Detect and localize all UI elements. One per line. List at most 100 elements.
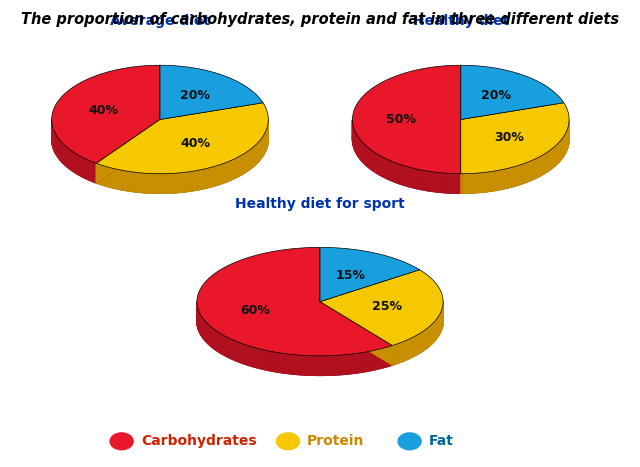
Polygon shape [511, 167, 513, 187]
Polygon shape [123, 170, 125, 191]
Polygon shape [397, 163, 399, 184]
Polygon shape [408, 167, 410, 187]
Polygon shape [220, 333, 221, 354]
Polygon shape [424, 330, 426, 350]
Polygon shape [459, 174, 461, 193]
Polygon shape [307, 355, 309, 375]
Polygon shape [378, 155, 379, 175]
Polygon shape [546, 152, 547, 172]
Polygon shape [431, 324, 433, 344]
Polygon shape [272, 352, 274, 371]
Polygon shape [421, 332, 422, 352]
Polygon shape [396, 163, 397, 183]
Polygon shape [371, 150, 372, 170]
Polygon shape [197, 248, 392, 356]
Text: 40%: 40% [88, 104, 118, 117]
Polygon shape [212, 166, 214, 186]
Polygon shape [63, 144, 65, 164]
Polygon shape [225, 162, 227, 182]
Polygon shape [324, 356, 326, 375]
Polygon shape [410, 338, 412, 358]
Polygon shape [529, 161, 531, 181]
Polygon shape [354, 354, 356, 373]
Polygon shape [106, 166, 108, 186]
Polygon shape [218, 165, 219, 185]
Polygon shape [284, 354, 286, 373]
Polygon shape [445, 173, 447, 193]
Polygon shape [559, 142, 560, 162]
Polygon shape [540, 156, 541, 176]
Polygon shape [65, 146, 66, 166]
Polygon shape [69, 149, 70, 170]
Polygon shape [278, 353, 280, 373]
Polygon shape [217, 331, 218, 352]
Polygon shape [239, 156, 241, 176]
Polygon shape [366, 352, 368, 371]
Polygon shape [481, 172, 483, 192]
Polygon shape [526, 162, 527, 182]
Polygon shape [429, 171, 431, 191]
Polygon shape [461, 65, 564, 120]
Polygon shape [390, 346, 392, 366]
Polygon shape [232, 159, 234, 179]
Polygon shape [259, 348, 260, 368]
Polygon shape [470, 173, 472, 193]
Polygon shape [368, 148, 369, 168]
Polygon shape [320, 356, 322, 375]
Polygon shape [127, 171, 129, 191]
Polygon shape [312, 356, 314, 375]
Polygon shape [211, 327, 212, 347]
Polygon shape [404, 340, 406, 361]
Polygon shape [282, 353, 284, 373]
Polygon shape [352, 354, 354, 374]
Polygon shape [322, 356, 324, 375]
Polygon shape [437, 318, 438, 338]
Polygon shape [562, 138, 563, 158]
Text: 20%: 20% [481, 89, 511, 102]
Polygon shape [405, 166, 406, 186]
Polygon shape [384, 158, 385, 178]
Polygon shape [227, 337, 228, 357]
Polygon shape [558, 142, 559, 163]
Polygon shape [399, 164, 400, 184]
Polygon shape [193, 171, 195, 191]
Polygon shape [492, 171, 494, 191]
Polygon shape [257, 348, 259, 368]
Polygon shape [337, 355, 339, 375]
Polygon shape [97, 120, 160, 183]
Polygon shape [392, 162, 394, 182]
Polygon shape [534, 158, 536, 179]
Polygon shape [394, 344, 396, 364]
Polygon shape [366, 146, 367, 166]
Polygon shape [498, 170, 500, 190]
Polygon shape [236, 158, 237, 178]
Polygon shape [136, 172, 138, 192]
Polygon shape [138, 172, 140, 192]
Polygon shape [259, 141, 260, 161]
Polygon shape [150, 174, 152, 193]
Text: 30%: 30% [494, 130, 524, 143]
Polygon shape [436, 172, 438, 192]
Polygon shape [362, 352, 364, 372]
Polygon shape [557, 143, 558, 163]
Polygon shape [364, 144, 365, 164]
Polygon shape [440, 173, 442, 192]
Polygon shape [72, 151, 74, 172]
Polygon shape [494, 171, 496, 191]
Polygon shape [251, 347, 253, 367]
Polygon shape [412, 337, 413, 357]
Polygon shape [244, 153, 245, 173]
Polygon shape [253, 347, 255, 367]
Polygon shape [397, 343, 399, 363]
Polygon shape [392, 345, 394, 365]
Polygon shape [353, 85, 569, 193]
Polygon shape [108, 167, 109, 187]
Text: Average diet: Average diet [110, 14, 210, 28]
Polygon shape [225, 336, 226, 356]
Polygon shape [299, 355, 301, 375]
Polygon shape [374, 350, 376, 370]
Polygon shape [143, 173, 145, 193]
Polygon shape [320, 248, 420, 302]
Polygon shape [154, 174, 156, 193]
Polygon shape [214, 330, 216, 350]
